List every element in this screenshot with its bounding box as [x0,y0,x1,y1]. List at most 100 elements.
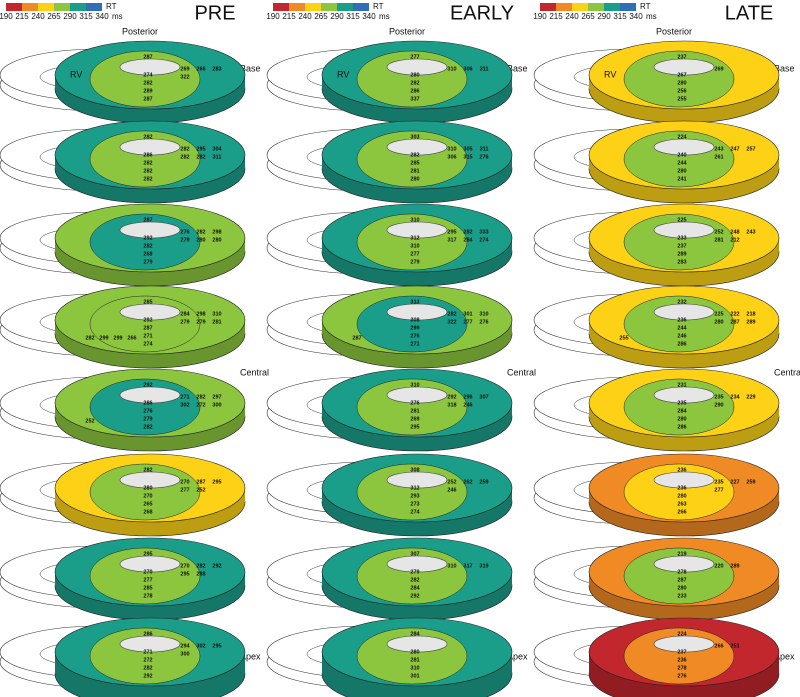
rt-value: 281 [410,408,419,414]
rt-value: 315 [463,154,472,160]
legend-tick: 340 [629,12,643,21]
legend-title: RT [106,2,117,11]
legend-swatch [38,3,54,11]
rt-value: 279 [180,319,189,325]
rt-value: 286 [143,152,152,158]
rt-value: 280 [677,493,686,499]
posterior-label: Posterior [389,26,425,36]
legend-swatch [572,3,588,11]
rt-value: 290 [714,402,723,408]
rt-value: 292 [143,317,152,323]
legend-tick: 240 [31,12,45,21]
rt-value: 307 [479,394,488,400]
rt-value: 282 [85,335,94,341]
rt-value: 283 [212,66,221,72]
legend-swatch [273,3,289,11]
posterior-label: Posterior [122,26,158,36]
rt-value: 259 [746,479,755,485]
rt-value: 269 [410,416,419,422]
legend-tick: 240 [565,12,579,21]
legend-tick: 265 [581,12,595,21]
rt-value: 282 [143,467,152,473]
rt-value: 281 [212,319,221,325]
rt-value: 280 [410,649,419,655]
legend-tick: 290 [597,12,611,21]
slice: 224 237 236 278 276 266 251 [533,617,780,697]
rt-value: 287 [730,319,739,325]
rt-value: 284 [180,311,190,317]
rt-value: 276 [410,400,419,406]
lv-cavity [119,138,181,156]
legend-tick: 340 [95,12,109,21]
lv-cavity [119,555,181,573]
legend-swatch [337,3,353,11]
central-label: Central [240,367,269,377]
rt-value: 282 [143,168,152,174]
rt-value: 270 [143,493,152,499]
rv-label: RV [604,69,616,79]
rt-value: 295 [143,551,152,557]
rt-value: 304 [212,146,222,152]
slice: 224 240 244 280 241 243 247 257 261 [533,120,780,204]
rt-value: 288 [196,571,205,577]
lv-cavity [653,221,715,239]
legend-tick: 215 [15,12,29,21]
posterior-label: Posterior [656,26,692,36]
rt-value: 282 [143,160,152,166]
rt-value: 280 [677,585,686,591]
rt-value: 310 [212,311,221,317]
rt-value: 246 [447,487,456,493]
slice: 295 270 277 285 278 270 282 292 295 288 [0,537,246,621]
slice: 308 312 293 273 274 252 262 259 246 [266,453,513,537]
lv-cavity [653,555,715,573]
rt-value: 284 [677,408,687,414]
rt-value: 235 [677,400,686,406]
rt-value: 276 [479,154,488,160]
rt-value: 266 [127,335,136,341]
rt-value: 237 [677,243,686,249]
base-label: Base [240,63,261,73]
rt-value: 280 [677,416,686,422]
legend-title: RT [373,2,384,11]
rt-value: 310 [447,146,456,152]
slice: RV 277 280 282 286 337 310 306 311 [266,40,513,124]
rt-value: 282 [410,577,419,583]
lv-cavity [119,471,181,489]
rt-value: 276 [677,673,686,679]
rt-value: 271 [143,649,152,655]
rt-value: 274 [143,72,153,78]
legend-tick: 265 [47,12,61,21]
legend-swatch [70,3,86,11]
rt-value: 279 [143,416,152,422]
slice: 292 286 276 279 282 271 282 297 302 272 300 252 [0,368,246,452]
rt-value: 232 [677,299,686,305]
rt-value: 279 [410,259,419,265]
rt-value: 236 [677,467,686,473]
rt-value: 292 [143,673,152,679]
rt-value: 225 [677,217,686,223]
rv-label: RV [337,69,349,79]
rt-value: 281 [714,237,723,243]
slice: 282 280 270 265 268 270 287 295 277 252 [0,453,246,537]
slice: 232 236 244 246 286 225 222 218 280 287 289 255 [533,285,780,369]
rt-value: 282 [410,80,419,86]
rt-value: 212 [730,237,739,243]
rt-value: 302 [196,643,205,649]
rt-value: 280 [410,176,419,182]
legend-swatch [22,3,38,11]
rt-value: 278 [677,665,686,671]
lv-cavity [653,303,715,321]
rt-value: 263 [677,501,686,507]
rt-value: 301 [410,673,419,679]
legend-title: RT [640,2,651,11]
rt-value: 252 [714,229,723,235]
lv-cavity [119,58,181,76]
rt-value: 281 [410,657,419,663]
rt-value: 267 [677,72,686,78]
rt-value: 279 [180,237,189,243]
rt-value: 251 [730,643,739,649]
rt-value: 295 [447,229,456,235]
rt-value: 271 [410,341,419,347]
rt-value: 252 [85,418,94,424]
